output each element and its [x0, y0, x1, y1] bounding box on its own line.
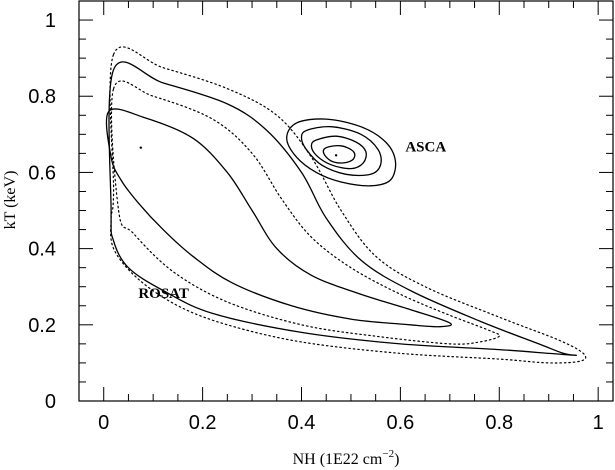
y-tick-label: 0.8	[28, 86, 56, 108]
y-tick-label: 0.6	[28, 162, 56, 184]
marker-rosat-best-fit	[139, 146, 143, 149]
contour-asca-mid	[300, 125, 382, 177]
x-tick-label: 0.4	[288, 412, 316, 434]
marker-asca-best-fit	[334, 154, 338, 157]
x-axis-title-sup: −2	[382, 448, 394, 460]
x-axis-title: NH (1E22 cm−2)	[293, 448, 400, 468]
y-tick-label: 0.4	[28, 239, 56, 261]
contour-asca-inner	[310, 135, 367, 170]
y-axis-title: kT (keV)	[2, 171, 19, 230]
x-tick-label: 1	[593, 412, 604, 434]
contours	[105, 46, 587, 364]
y-tick-label: 0.2	[28, 315, 56, 337]
plot-frame	[78, 0, 614, 402]
contour-rosat-outer-solid	[108, 61, 577, 356]
x-axis-title-main: NH (1E22 cm	[293, 451, 383, 468]
annotation-rosat: ROSAT	[138, 286, 189, 302]
y-tick-label: 0	[45, 391, 56, 413]
contour-asca-core	[322, 144, 356, 164]
annotation-asca: ASCA	[405, 139, 446, 155]
x-tick-label: 0	[98, 412, 109, 434]
contour-rosat-outer-dotted	[109, 46, 587, 364]
markers	[139, 146, 338, 157]
tick-labels: 0 0.2 0.4 0.6 0.8 1 0 0.2 0.4 0.6 0.8 1	[28, 10, 604, 434]
x-tick-label: 0.2	[189, 412, 217, 434]
contour-rosat-inner-solid	[105, 108, 452, 328]
x-axis-title-close: )	[394, 451, 399, 468]
tick-marks	[79, 1, 613, 402]
y-tick-label: 1	[45, 10, 56, 32]
x-tick-label: 0.6	[386, 412, 414, 434]
contour-asca-outer	[286, 118, 397, 187]
x-tick-label: 0.8	[485, 412, 513, 434]
